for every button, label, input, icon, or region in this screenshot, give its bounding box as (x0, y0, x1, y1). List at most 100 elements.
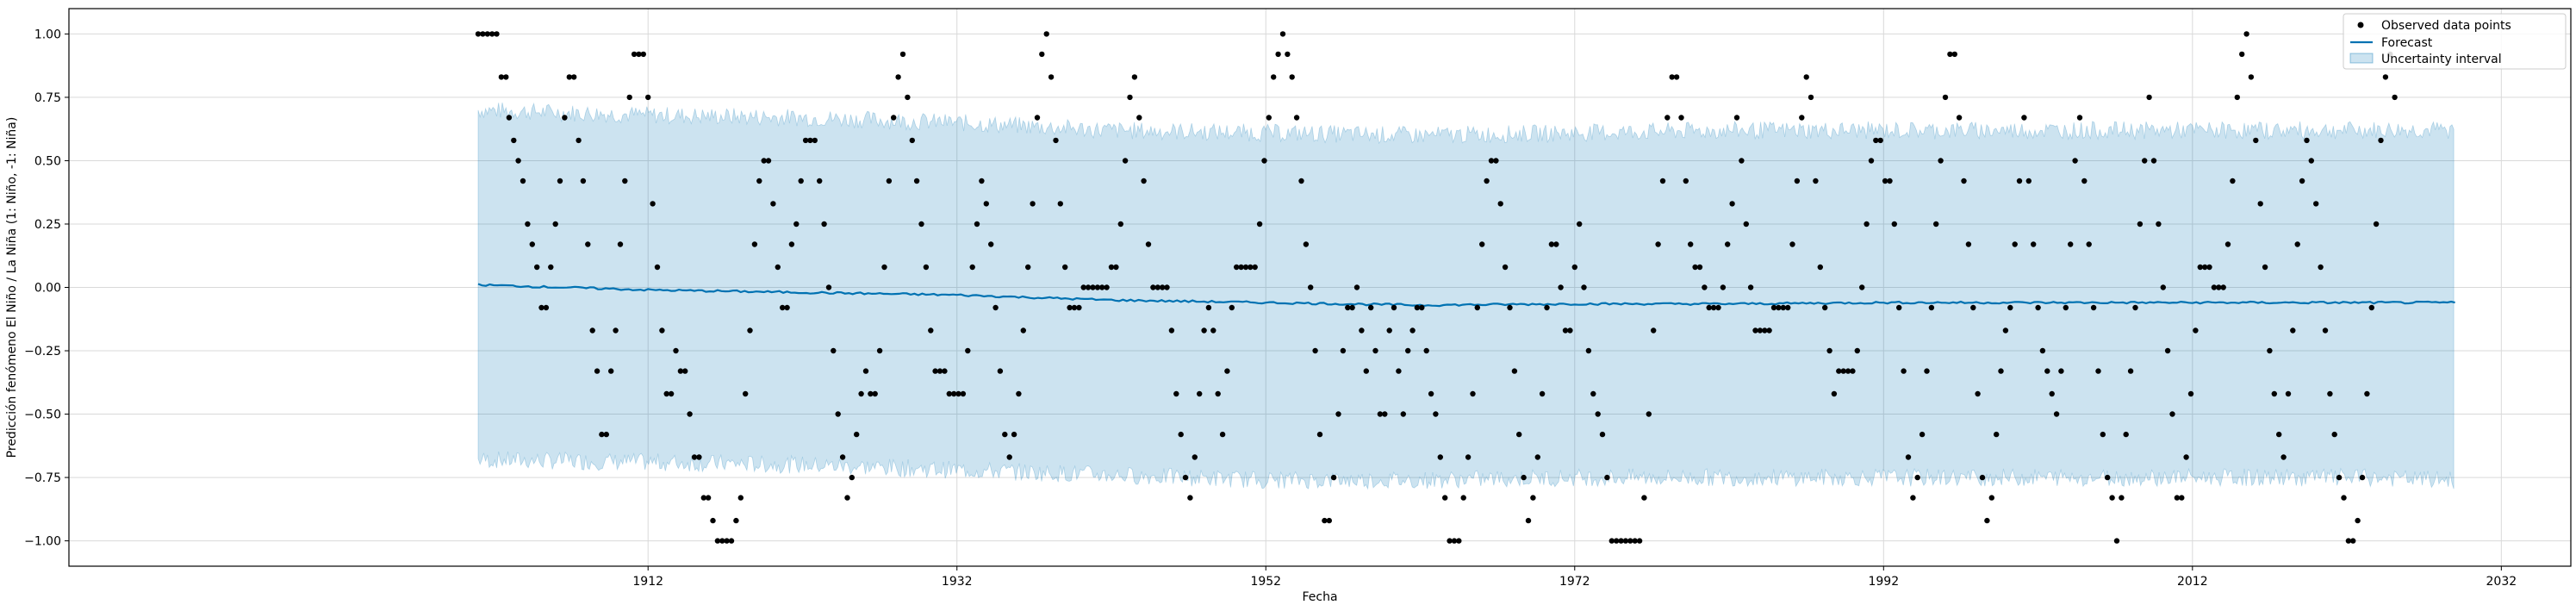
legend-box (2343, 13, 2567, 70)
observed-point (1525, 517, 1532, 524)
observed-point (909, 137, 916, 144)
observed-point (1585, 347, 1592, 354)
observed-point (2304, 137, 2310, 144)
observed-point (868, 390, 874, 397)
observed-point (1136, 115, 1142, 121)
observed-point (1646, 411, 1652, 417)
observed-point (626, 94, 632, 101)
observed-point (1548, 241, 1555, 247)
observed-point (1659, 178, 1666, 184)
observed-point (673, 347, 679, 354)
observed-point (923, 264, 930, 271)
observed-point (775, 264, 781, 271)
y-tick-label: −0.50 (24, 408, 61, 422)
observed-point (1090, 284, 1096, 290)
observed-point (854, 431, 860, 438)
observed-point (784, 304, 790, 311)
observed-point (831, 347, 837, 354)
observed-point (1595, 411, 1601, 417)
observed-point (936, 368, 943, 374)
observed-point (552, 221, 558, 228)
observed-point (2257, 201, 2263, 207)
observed-point (506, 115, 513, 121)
observed-point (1507, 304, 1513, 311)
observed-point (751, 241, 758, 247)
observed-point (1219, 431, 1226, 438)
observed-point (622, 178, 628, 184)
x-tick-label: 1992 (1868, 575, 1899, 589)
observed-point (1442, 495, 1448, 501)
observed-point (1353, 284, 1360, 290)
observed-point (710, 517, 716, 524)
observed-point (603, 431, 609, 438)
observed-point (1256, 221, 1263, 228)
observed-point (1720, 284, 1727, 290)
observed-point (2285, 390, 2292, 397)
observed-point (2053, 411, 2060, 417)
observed-point (2206, 264, 2212, 271)
observed-point (2299, 178, 2305, 184)
observed-point (1622, 538, 1629, 544)
observed-point (2146, 94, 2152, 101)
observed-point (1391, 304, 1397, 311)
y-tick-label: −0.75 (24, 471, 61, 485)
observed-point (1479, 241, 1485, 247)
observed-point (1979, 474, 1986, 481)
observed-point (1651, 327, 1657, 334)
observed-point (1210, 327, 1216, 334)
observed-point (1938, 158, 1944, 164)
observed-point (534, 264, 540, 271)
observed-point (1400, 411, 1407, 417)
observed-point (2318, 264, 2324, 271)
observed-point (2169, 411, 2175, 417)
observed-point (1062, 264, 1068, 271)
observed-point (1905, 454, 1912, 460)
observed-point (1910, 495, 1916, 501)
legend-uncertainty-label: Uncertainty interval (2381, 53, 2502, 66)
observed-point (761, 158, 767, 164)
observed-point (668, 390, 675, 397)
observed-point (705, 495, 712, 501)
observed-point (1085, 284, 1092, 290)
observed-point (1192, 454, 1198, 460)
observed-point (1636, 538, 1643, 544)
observed-point (1414, 304, 1421, 311)
observed-point (1854, 347, 1860, 354)
observed-point (1164, 284, 1170, 290)
observed-point (1386, 327, 1392, 334)
observed-point (876, 347, 883, 354)
observed-point (2248, 74, 2255, 80)
observed-point (580, 178, 587, 184)
observed-point (1970, 304, 1976, 311)
observed-point (1868, 158, 1875, 164)
observed-point (511, 137, 517, 144)
legend-uncertainty-marker (2349, 53, 2374, 64)
legend: Observed data points Forecast Uncertaint… (2343, 13, 2567, 70)
observed-point (1975, 390, 1981, 397)
observed-point (1961, 178, 1967, 184)
legend-observed-marker (2357, 22, 2364, 28)
observed-point (1113, 264, 1119, 271)
observed-point (1567, 327, 1573, 334)
observed-point (1882, 178, 1888, 184)
observed-point (1006, 454, 1012, 460)
x-tick-label: 1932 (942, 575, 973, 589)
observed-point (1271, 74, 1277, 80)
observed-point (743, 390, 749, 397)
observed-point (2331, 431, 2337, 438)
observed-point (1428, 390, 1434, 397)
observed-point (2076, 115, 2083, 121)
observed-point (1553, 241, 1559, 247)
observed-point (1447, 538, 1453, 544)
observed-point (1330, 474, 1337, 481)
observed-point (1122, 158, 1129, 164)
observed-point (1766, 327, 1772, 334)
observed-point (992, 304, 999, 311)
observed-point (1669, 74, 1675, 80)
observed-point (1614, 538, 1620, 544)
observed-point (2021, 115, 2027, 121)
observed-point (872, 390, 878, 397)
observed-point (2127, 368, 2134, 374)
observed-point (1154, 284, 1161, 290)
observed-point (2007, 304, 2013, 311)
